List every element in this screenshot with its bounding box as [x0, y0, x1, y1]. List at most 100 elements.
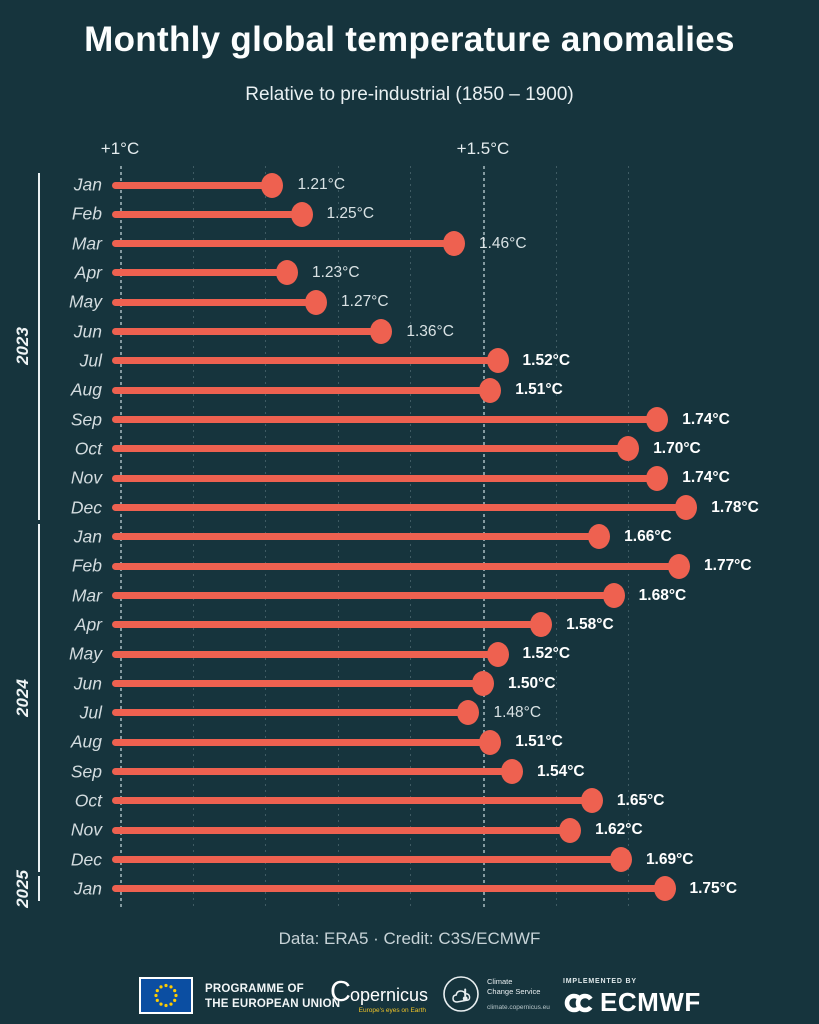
logo-bar: PROGRAMME OF THE EUROPEAN UNION Copernic… — [0, 966, 819, 1024]
lollipop-stick — [112, 269, 287, 277]
x-axis-tick-1c: +1°C — [100, 139, 140, 158]
lollipop-stick — [112, 357, 498, 365]
lollipop-stick — [112, 386, 491, 394]
climate-service-texts: Climate Change Service climate.copernicu… — [487, 977, 550, 1011]
month-label: Jan — [73, 878, 102, 899]
eu-programme-label: PROGRAMME OF THE EUROPEAN UNION — [205, 982, 340, 1012]
month-label: Feb — [71, 203, 102, 224]
lollipop-stick — [112, 328, 382, 336]
lollipop-stick — [112, 445, 629, 453]
copernicus-tagline: Europe's eyes on Earth — [358, 1007, 426, 1014]
lollipop-dot — [668, 553, 691, 579]
year-bracket-2024 — [38, 524, 40, 873]
lollipop-dot — [479, 729, 502, 755]
copernicus-logo: Copernicus Europe's eyes on Earth — [330, 976, 428, 1014]
lollipop-dot — [602, 583, 625, 609]
lollipop-dot — [617, 436, 640, 462]
year-label-2024: 2024 — [13, 679, 32, 718]
lollipop-dot — [580, 788, 603, 814]
lollipop-stick — [112, 592, 614, 600]
lollipop-dot — [646, 465, 669, 491]
lollipop-dot — [609, 847, 632, 873]
month-label: Apr — [74, 614, 102, 635]
month-label: Aug — [70, 731, 102, 752]
ecmwf-logo: IMPLEMENTED BY ECMWF — [563, 978, 701, 1018]
value-label: 1.70°C — [653, 439, 701, 457]
month-label: Feb — [71, 555, 102, 576]
lollipop-stick — [112, 709, 469, 717]
lollipop-stick — [112, 680, 483, 688]
lollipop-stick — [112, 181, 273, 189]
value-label: 1.62°C — [595, 821, 643, 839]
lollipop-stick — [112, 826, 571, 834]
lollipop-dot — [479, 377, 502, 403]
value-label: 1.65°C — [616, 791, 665, 809]
x-axis-tick-1-5c: +1.5°C — [456, 139, 510, 158]
lollipop-dot — [261, 172, 284, 198]
year-label-2025: 2025 — [13, 870, 32, 908]
copernicus-c: C — [330, 976, 351, 1008]
value-label: 1.27°C — [341, 293, 389, 311]
month-label: Nov — [70, 467, 102, 488]
lollipop-dot — [370, 319, 393, 345]
value-label: 1.69°C — [645, 850, 694, 868]
value-label: 1.46°C — [478, 234, 527, 252]
value-label: 1.52°C — [522, 351, 571, 369]
value-label: 1.74°C — [682, 410, 730, 428]
value-label: 1.52°C — [522, 645, 571, 663]
value-label: 1.36°C — [406, 322, 454, 340]
lollipop-dot — [530, 612, 553, 638]
value-label: 1.77°C — [704, 557, 752, 575]
month-label: Mar — [71, 233, 102, 254]
month-label: Dec — [70, 497, 102, 518]
lollipop-stick — [112, 768, 513, 776]
lollipop-stick — [112, 474, 658, 482]
lollipop-dot — [588, 524, 611, 550]
value-label: 1.51°C — [515, 733, 563, 751]
gridline-1.7 — [628, 166, 630, 910]
month-label: Jul — [79, 702, 102, 723]
lollipop-stick — [112, 210, 302, 218]
month-label: May — [68, 643, 102, 664]
lollipop-dot — [457, 700, 480, 726]
month-label: Jul — [79, 350, 102, 371]
lollipop-stick — [112, 416, 658, 424]
lollipop-dot — [290, 201, 313, 227]
month-label: Sep — [70, 761, 102, 782]
climate-change-service-logo: Climate Change Service climate.copernicu… — [441, 974, 550, 1014]
lollipop-dot — [559, 817, 582, 843]
lollipop-dot — [486, 348, 509, 374]
lollipop-dot — [653, 876, 676, 902]
copernicus-rest: opernicus — [349, 985, 428, 1005]
lollipop-dot — [305, 289, 328, 315]
value-label: 1.50°C — [508, 674, 556, 692]
month-label: Aug — [70, 379, 102, 400]
value-label: 1.23°C — [311, 263, 360, 281]
value-label: 1.74°C — [682, 469, 730, 487]
month-label: Mar — [71, 585, 102, 606]
lollipop-stick — [112, 298, 317, 306]
lollipop-stick — [112, 621, 542, 629]
climate-service-line2: Change Service — [487, 987, 541, 996]
lollipop-stick — [112, 885, 665, 893]
lollipop-stick — [112, 650, 498, 658]
lollipop-dot — [275, 260, 298, 286]
month-label: Dec — [70, 849, 102, 870]
lollipop-stick — [112, 533, 600, 541]
eu-flag-icon — [139, 977, 193, 1014]
page-title: Monthly global temperature anomalies — [84, 20, 735, 59]
month-label: Oct — [74, 790, 102, 811]
lollipop-stick — [112, 240, 454, 248]
lollipop-stick — [112, 738, 491, 746]
ecmwf-implemented-by: IMPLEMENTED BY — [563, 978, 637, 985]
month-label: Oct — [74, 438, 102, 459]
lollipop-stick — [112, 562, 680, 570]
data-credit: Data: ERA5 · Credit: C3S/ECMWF — [278, 929, 541, 948]
month-label: Jun — [73, 321, 102, 342]
lollipop-dot — [442, 231, 465, 257]
copernicus-wordmark: Copernicus — [330, 976, 428, 1009]
month-label: Jan — [73, 526, 102, 547]
value-label: 1.78°C — [711, 498, 759, 516]
value-label: 1.54°C — [537, 762, 585, 780]
